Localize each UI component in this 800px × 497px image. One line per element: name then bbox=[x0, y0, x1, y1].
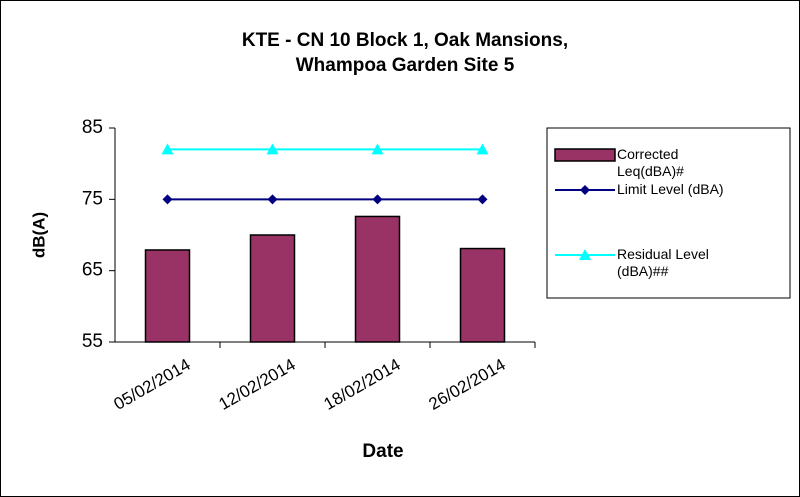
y-tick-label: 55 bbox=[82, 331, 103, 352]
y-tick-label: 65 bbox=[82, 260, 103, 281]
legend-label-box: Residual Level (dBA)## bbox=[617, 246, 709, 279]
legend-marker bbox=[580, 185, 590, 195]
legend-label-box: Limit Level (dBA) bbox=[617, 181, 724, 197]
diamond-marker bbox=[267, 194, 278, 205]
legend-swatch bbox=[554, 148, 616, 162]
legend-label: Corrected Leq(dBA)# bbox=[617, 146, 684, 179]
diamond-marker bbox=[477, 194, 488, 205]
diamond-marker bbox=[162, 194, 173, 205]
bar bbox=[354, 215, 401, 343]
bar bbox=[249, 234, 296, 343]
title-box: KTE - CN 10 Block 1, Oak Mansions, Whamp… bbox=[241, 30, 569, 76]
x-axis-label: Date bbox=[362, 441, 403, 462]
y-tick-label: 85 bbox=[82, 117, 103, 138]
legend-label-box: Corrected Leq(dBA)# bbox=[617, 146, 684, 179]
bar bbox=[459, 247, 506, 343]
bar bbox=[144, 249, 191, 343]
legend-label: Residual Level (dBA)## bbox=[617, 246, 709, 279]
triangle-marker bbox=[266, 143, 279, 155]
triangle-marker bbox=[161, 143, 174, 155]
chart-title: KTE - CN 10 Block 1, Oak Mansions, Whamp… bbox=[241, 30, 569, 76]
y-tick-label: 75 bbox=[82, 188, 103, 209]
triangle-marker bbox=[371, 143, 384, 155]
legend-label: Limit Level (dBA) bbox=[617, 181, 724, 197]
y-axis-label: dB(A) bbox=[29, 212, 48, 258]
diamond-marker bbox=[372, 194, 383, 205]
legend-marker bbox=[579, 249, 591, 260]
triangle-marker bbox=[476, 143, 489, 155]
